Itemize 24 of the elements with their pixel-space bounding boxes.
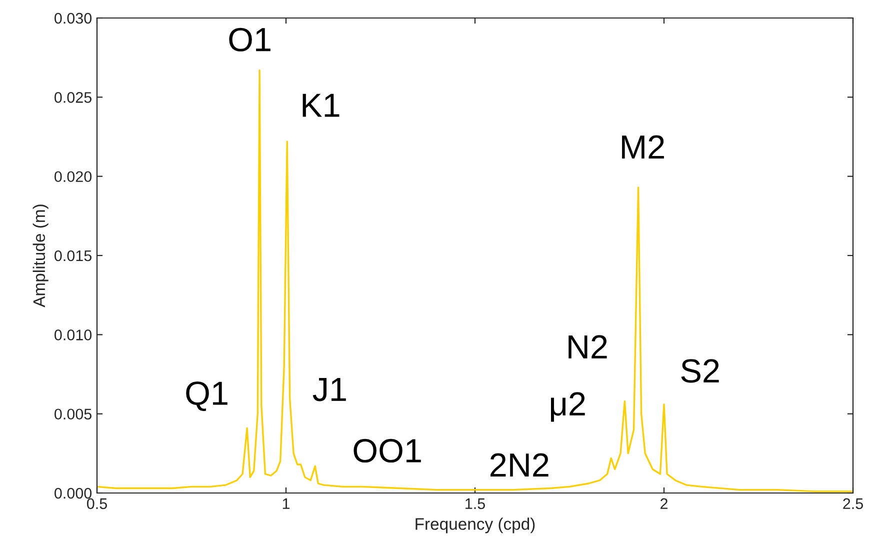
annotation: OO1 <box>354 438 421 463</box>
x-tick-label: 2 <box>660 498 668 509</box>
annotation: Q1 <box>186 381 228 412</box>
annotation: S2 <box>681 359 719 383</box>
y-tick-label: 0.015 <box>54 250 92 262</box>
x-tick-label: 1 <box>282 498 290 509</box>
y-tick-label: 0.000 <box>54 488 92 499</box>
annotation: 2N2 <box>490 453 548 477</box>
annotation: J1 <box>312 378 346 402</box>
annotation: M2 <box>622 135 664 159</box>
x-axis-title: Frequency (cpd) <box>416 518 535 534</box>
x-tick-label: 1.5 <box>466 498 485 510</box>
annotation: μ2 <box>551 392 585 422</box>
x-tick-label: 0.5 <box>86 498 107 510</box>
annotation: N2 <box>568 335 607 358</box>
x-tick-label: 2.5 <box>843 498 863 510</box>
y-axis-title: Amplitude (m) <box>32 204 48 308</box>
y-tick-label: 0.030 <box>54 12 92 24</box>
y-tick-label: 0.005 <box>54 408 92 420</box>
y-tick-label: 0.025 <box>54 92 92 103</box>
y-tick-label: 0.020 <box>54 171 92 182</box>
annotation: O1 <box>229 28 270 52</box>
annotation: K1 <box>302 94 340 117</box>
y-tick-label: 0.010 <box>54 330 92 340</box>
